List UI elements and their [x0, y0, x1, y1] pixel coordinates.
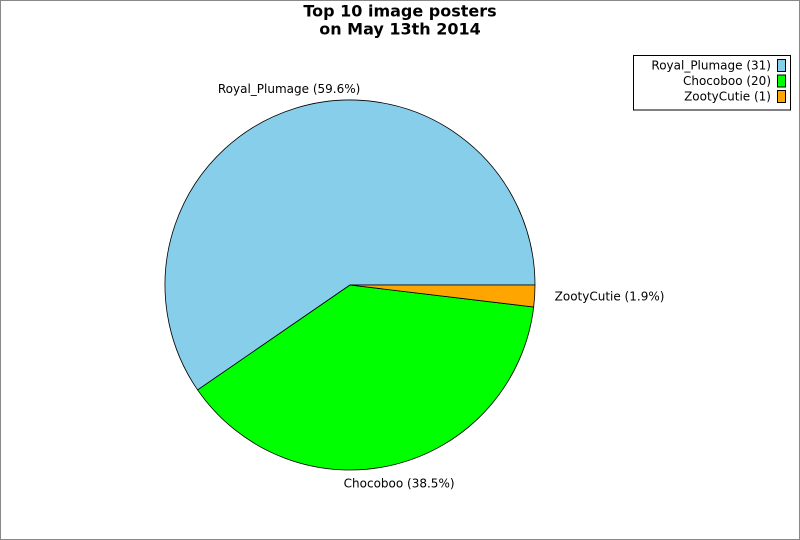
- legend-box: [633, 55, 791, 111]
- legend-swatch: [777, 90, 786, 103]
- legend-label: Chocoboo (20): [683, 74, 771, 88]
- chart-title: on May 13th 2014: [319, 20, 481, 39]
- slice-label: ZootyCutie (1.9%): [555, 290, 665, 304]
- pie-slice: [197, 284, 535, 471]
- legend-label: ZootyCutie (1): [684, 90, 771, 104]
- pie-slice: [164, 99, 536, 391]
- slice-label: Royal_Plumage (59.6%): [218, 82, 360, 96]
- chart-title: Top 10 image posters: [303, 2, 496, 21]
- pie-slice: [349, 284, 536, 308]
- legend-swatch: [777, 59, 786, 72]
- legend-label: Royal_Plumage (31): [651, 59, 771, 73]
- slice-label: Chocoboo (38.5%): [344, 477, 455, 491]
- legend-swatch: [777, 74, 786, 88]
